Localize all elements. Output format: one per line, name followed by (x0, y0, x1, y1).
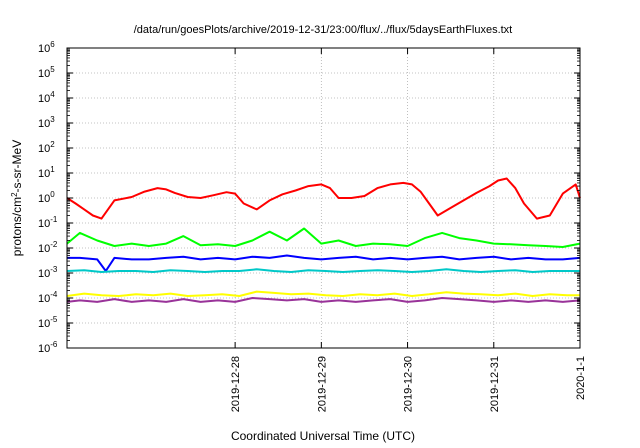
y-tick-exponent: 2 (50, 140, 55, 149)
x-tick-label: 2020-1-1 (575, 356, 587, 400)
x-tick-label: 2019-12-30 (403, 356, 415, 412)
y-tick-exponent: -4 (50, 290, 58, 299)
y-tick-exponent: -6 (50, 340, 58, 349)
y-tick-label: 10-2 (38, 240, 58, 255)
y-axis-label-sup: 2 (10, 192, 19, 197)
y-tick-label: 10-4 (38, 290, 58, 305)
y-tick-base: 10 (38, 218, 50, 230)
y-tick-label: 10-1 (38, 215, 58, 230)
y-tick-base: 10 (38, 243, 50, 255)
y-tick-base: 10 (38, 168, 50, 180)
series-line-3 (67, 254, 581, 272)
y-tick-label: 100 (38, 190, 55, 205)
y-tick-label: 106 (38, 40, 55, 55)
chart-title: /data/run/goesPlots/archive/2019-12-31/2… (134, 24, 513, 36)
y-axis-ticks: 10-610-510-410-310-210-11001011021031041… (38, 40, 580, 355)
y-tick-exponent: 1 (50, 165, 55, 174)
y-tick-exponent: -5 (50, 315, 58, 324)
y-tick-base: 10 (38, 143, 50, 155)
y-axis-label: protons/cm2-s-sr-MeV (10, 140, 24, 256)
y-tick-base: 10 (38, 43, 50, 55)
x-tick-label: 2019-12-29 (316, 356, 328, 412)
series-line-6 (66, 297, 581, 303)
series-line-4 (66, 268, 580, 273)
y-tick-label: 104 (38, 90, 55, 105)
plot-frame (66, 47, 581, 349)
y-tick-label: 10-6 (38, 340, 58, 355)
y-tick-label: 102 (38, 140, 55, 155)
x-axis-ticks: 2019-12-28 2019-12-29 2019-12-30 2019-12-31… (230, 48, 587, 412)
y-tick-label: 105 (38, 65, 55, 80)
grid-lines (67, 48, 580, 348)
series-line-1 (66, 177, 581, 220)
y-axis-label-rest: -s-sr-MeV (10, 140, 24, 193)
y-tick-label: 10-3 (38, 265, 58, 280)
y-tick-base: 10 (38, 343, 50, 355)
y-tick-label: 103 (38, 115, 55, 130)
x-tick-label: 2019-12-31 (489, 356, 501, 412)
y-tick-exponent: 3 (50, 115, 55, 124)
x-axis-label: Coordinated Universal Time (UTC) (231, 429, 415, 443)
y-tick-label: 101 (38, 165, 55, 180)
y-tick-base: 10 (38, 93, 50, 105)
y-tick-exponent: 5 (50, 65, 55, 74)
y-tick-base: 10 (38, 68, 50, 80)
y-tick-exponent: -1 (50, 215, 58, 224)
y-tick-label: 10-5 (38, 315, 58, 330)
y-tick-base: 10 (38, 293, 50, 305)
series-line-2 (66, 227, 581, 248)
y-tick-base: 10 (38, 118, 50, 130)
y-axis-label-base: protons/cm (10, 197, 24, 256)
y-tick-base: 10 (38, 318, 50, 330)
series-line-5 (66, 290, 580, 297)
y-tick-exponent: -2 (50, 240, 58, 249)
y-tick-base: 10 (38, 193, 50, 205)
y-tick-exponent: 0 (50, 190, 55, 199)
y-tick-exponent: -3 (50, 265, 58, 274)
data-series (66, 177, 581, 303)
x-tick-label: 2019-12-28 (230, 356, 242, 412)
y-tick-exponent: 6 (50, 40, 55, 49)
y-tick-exponent: 4 (50, 90, 55, 99)
y-tick-base: 10 (38, 268, 50, 280)
